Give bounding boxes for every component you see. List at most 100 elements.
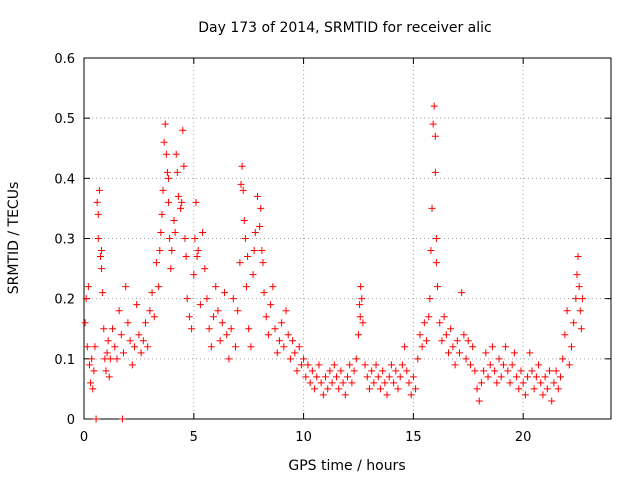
data-point <box>260 289 268 297</box>
data-point <box>385 373 393 381</box>
data-point <box>445 349 453 357</box>
data-point <box>513 373 521 381</box>
data-point <box>257 204 265 212</box>
data-point <box>537 379 545 387</box>
data-point <box>146 307 154 315</box>
data-point <box>341 391 349 399</box>
data-point <box>278 319 286 327</box>
data-point <box>567 343 575 351</box>
data-point <box>333 373 341 381</box>
data-point <box>398 361 406 369</box>
data-point <box>432 259 440 267</box>
data-point <box>420 319 428 327</box>
data-point <box>471 367 479 375</box>
data-point <box>141 319 149 327</box>
data-point <box>163 168 171 176</box>
y-tick-label: 0 <box>67 413 75 428</box>
data-point <box>269 283 277 291</box>
data-point <box>223 331 231 339</box>
data-point <box>376 385 384 393</box>
data-point <box>177 204 185 212</box>
data-point <box>179 126 187 134</box>
data-point <box>190 271 198 279</box>
data-point <box>396 373 404 381</box>
y-axis-title: SRMTID / TECUs <box>6 182 22 295</box>
data-point <box>210 313 218 321</box>
data-point <box>473 385 481 393</box>
data-point <box>356 313 364 321</box>
data-point <box>167 265 175 273</box>
data-point <box>436 319 444 327</box>
data-point <box>414 355 422 363</box>
y-axis: 0 0.1 0.2 0.3 0.4 0.5 0.6 <box>54 52 611 428</box>
data-point <box>484 373 492 381</box>
data-point <box>427 247 435 255</box>
data-point <box>428 204 436 212</box>
data-point <box>550 379 558 387</box>
data-point <box>93 198 101 206</box>
data-point <box>304 361 312 369</box>
data-point <box>361 361 369 369</box>
data-point <box>407 391 415 399</box>
data-point <box>392 367 400 375</box>
data-point <box>205 325 213 333</box>
data-point <box>330 361 338 369</box>
data-point <box>515 385 523 393</box>
data-point <box>464 337 472 345</box>
data-point <box>256 222 264 230</box>
data-point <box>221 289 229 297</box>
data-point <box>244 253 252 261</box>
data-point <box>98 247 106 255</box>
data-point <box>236 259 244 267</box>
data-point <box>148 289 156 297</box>
data-point <box>379 367 387 375</box>
data-point <box>253 192 261 200</box>
data-point <box>128 361 136 369</box>
data-point <box>113 355 121 363</box>
y-tick-label: 0.3 <box>54 233 75 248</box>
data-point <box>508 361 516 369</box>
data-point <box>94 235 102 242</box>
data-point <box>144 343 152 351</box>
data-point <box>259 259 267 267</box>
data-point <box>374 373 382 381</box>
data-point <box>438 337 446 345</box>
data-point <box>291 349 299 357</box>
data-point <box>196 301 204 309</box>
data-point <box>120 349 128 357</box>
data-point <box>460 331 468 339</box>
data-point <box>434 283 442 291</box>
data-point <box>280 343 288 351</box>
data-point <box>234 307 242 315</box>
x-tick-label: 10 <box>295 430 312 445</box>
data-point <box>466 361 474 369</box>
x-tick-label: 20 <box>515 430 532 445</box>
data-point <box>212 283 220 291</box>
data-point <box>387 361 395 369</box>
data-point <box>578 295 586 303</box>
data-point <box>185 313 193 321</box>
data-point <box>173 168 181 176</box>
data-point <box>96 253 104 261</box>
data-point <box>405 379 413 387</box>
data-point <box>109 325 117 333</box>
data-point <box>207 343 215 351</box>
data-point <box>94 210 102 218</box>
data-point <box>150 313 158 321</box>
data-point <box>102 367 110 375</box>
data-point <box>372 361 380 369</box>
data-point <box>81 319 89 327</box>
data-point <box>218 319 226 327</box>
data-point <box>242 283 250 291</box>
data-point <box>165 198 173 206</box>
data-point <box>543 385 551 393</box>
data-point <box>328 379 336 387</box>
data-point <box>337 367 345 375</box>
data-point <box>216 337 224 345</box>
data-point <box>401 343 409 351</box>
data-point <box>574 253 582 261</box>
data-point <box>335 385 343 393</box>
data-point <box>429 120 437 128</box>
data-point <box>181 235 189 242</box>
data-point <box>339 379 347 387</box>
